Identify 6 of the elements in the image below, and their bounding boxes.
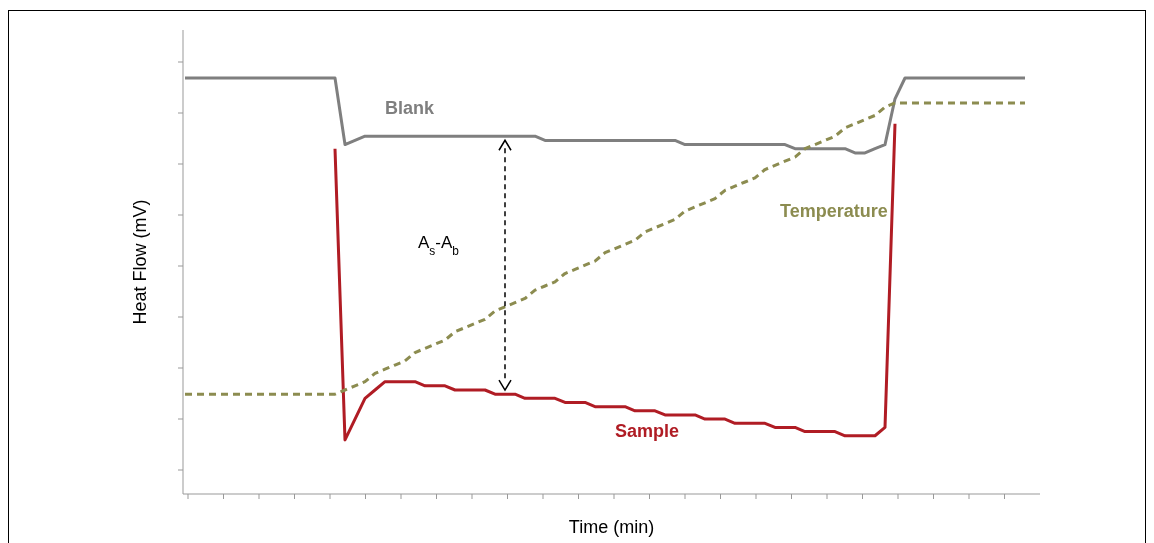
series-label: Blank [385, 98, 436, 119]
series-label: Temperature [780, 201, 888, 222]
y-axis-title: Heat Flow (mV) [130, 199, 150, 325]
annotation: A$_{s}$-A$_{b}$ [418, 233, 460, 258]
x-axis-title: Time (min) [568, 517, 655, 537]
series-label: Sample [615, 420, 680, 441]
